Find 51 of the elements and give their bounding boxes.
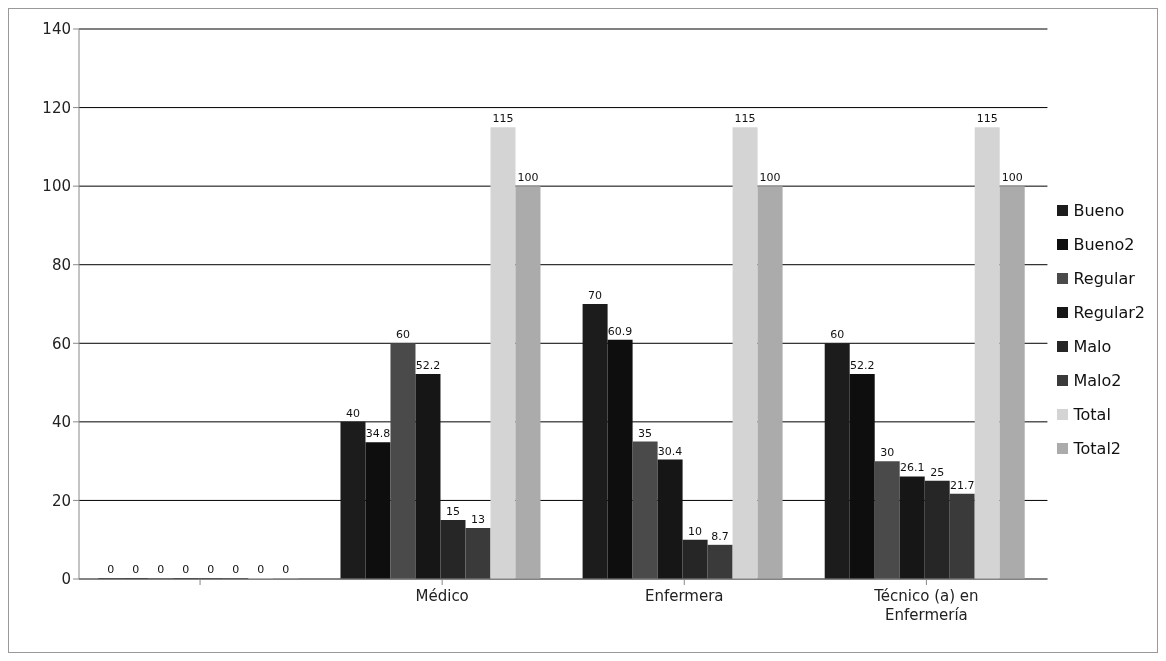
x-tick-label: Médico	[415, 587, 469, 605]
legend-label: Total	[1073, 404, 1111, 424]
data-label: 115	[734, 112, 756, 126]
data-label: 52.2	[415, 358, 441, 372]
data-label: 13	[470, 512, 485, 526]
data-label: 60.9	[607, 324, 633, 338]
legend-label: Total2	[1073, 438, 1121, 458]
data-label: 100	[759, 171, 781, 185]
data-label: 100	[1001, 171, 1023, 185]
data-label: 0	[207, 563, 215, 576]
data-label: 100	[517, 171, 539, 185]
legend-label: Regular	[1073, 268, 1135, 288]
data-label: 30	[880, 446, 895, 460]
legend-label: Regular2	[1073, 302, 1145, 322]
data-label: 70	[588, 289, 603, 302]
y-tick-label: 40	[51, 413, 71, 432]
y-tick-label: 20	[51, 491, 71, 510]
data-label: 40	[345, 406, 360, 420]
data-label: 26.1	[899, 461, 925, 475]
data-label: 35	[638, 426, 653, 440]
data-label: 0	[257, 563, 265, 576]
data-label: 10	[688, 524, 703, 538]
data-label: 52.2	[849, 358, 875, 372]
data-label: 8.7	[711, 529, 729, 543]
data-label: 0	[282, 563, 290, 576]
data-label: 0	[107, 563, 115, 576]
data-label: 115	[492, 112, 514, 126]
y-tick-label: 80	[51, 256, 71, 275]
legend-label: Malo2	[1073, 370, 1122, 390]
data-label: 0	[182, 563, 190, 576]
data-label: 30.4	[657, 444, 683, 458]
y-tick-label: 120	[42, 98, 71, 117]
x-tick-label: Técnico (a) en Enfermería	[873, 587, 979, 624]
data-label: 60	[830, 328, 845, 342]
data-label: 0	[232, 563, 240, 576]
x-tick-label: Enfermera	[644, 587, 724, 605]
legend-label: Bueno2	[1073, 234, 1135, 254]
data-label: 25	[930, 465, 945, 479]
data-label: 21.7	[949, 478, 975, 492]
legend-label: Malo	[1073, 336, 1112, 356]
y-tick-label: 100	[42, 177, 71, 196]
data-label: 115	[976, 112, 998, 126]
y-tick-label: 0	[61, 570, 71, 589]
data-label: 34.8	[365, 427, 391, 441]
data-label: 15	[445, 505, 460, 519]
legend-label: Bueno	[1073, 200, 1125, 220]
data-label: 0	[157, 563, 165, 576]
data-label: 0	[132, 563, 140, 576]
y-tick-label: 60	[51, 334, 71, 353]
data-label: 60	[395, 328, 410, 342]
y-tick-label: 140	[42, 20, 71, 39]
